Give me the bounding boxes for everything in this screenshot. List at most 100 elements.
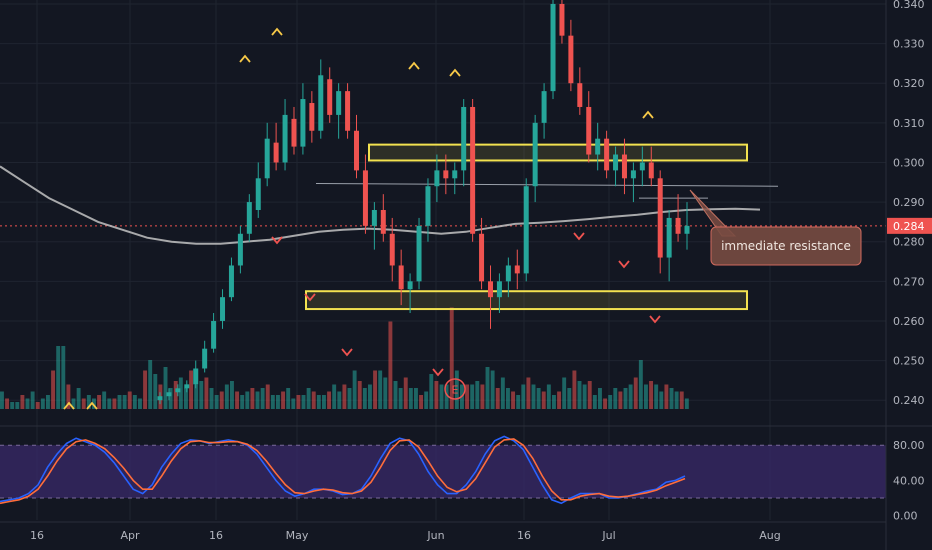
volume-bar <box>316 395 321 409</box>
volume-bar <box>163 367 168 409</box>
candle-body <box>398 265 404 290</box>
candle-body <box>604 138 610 171</box>
candle-body <box>505 265 511 282</box>
volume-bar <box>250 388 255 409</box>
volume-bar <box>664 384 669 409</box>
candle-body <box>479 233 485 282</box>
candle-body <box>255 178 261 210</box>
volume-bar <box>628 384 633 409</box>
y-tick-label: 0.250 <box>893 355 925 368</box>
candle-body <box>666 217 672 258</box>
candle-body <box>407 281 413 290</box>
candle-body <box>514 265 520 274</box>
candle-body <box>273 142 279 163</box>
volume-bar <box>357 381 362 409</box>
volume-bar <box>30 391 35 409</box>
volume-bar <box>684 398 689 409</box>
candle-body <box>434 170 440 187</box>
callout-box <box>710 226 862 266</box>
volume-bar <box>603 398 608 409</box>
candle-body <box>621 154 627 179</box>
candle-body <box>639 162 645 171</box>
candle-body <box>648 162 654 179</box>
volume-bar <box>296 395 301 409</box>
volume-bar <box>189 370 194 409</box>
volume-bar <box>86 395 91 409</box>
candle-body <box>193 368 199 385</box>
grid <box>0 0 886 520</box>
volume-bar <box>613 388 618 409</box>
volume-bar <box>618 391 623 409</box>
volume-bar <box>5 398 10 409</box>
volume-bar <box>337 391 342 409</box>
volume-bar <box>434 381 439 409</box>
candle-body <box>291 118 297 147</box>
volume-bar <box>122 395 127 409</box>
volume-bar <box>485 367 490 409</box>
volume-bar <box>25 398 30 409</box>
volume-bar <box>480 384 485 409</box>
volume-bar <box>521 384 526 409</box>
candle-body <box>157 396 163 401</box>
volume-bar <box>516 395 521 409</box>
volume-bar <box>35 402 40 409</box>
volume-bar <box>536 388 541 409</box>
volume-bar <box>132 395 137 409</box>
candle-body <box>470 106 476 234</box>
volume-bar <box>638 360 643 409</box>
volume-bar <box>567 388 572 409</box>
x-tick-label: May <box>286 529 309 542</box>
candle-body <box>425 186 431 226</box>
volume-bar <box>531 384 536 409</box>
volume-bar <box>168 388 173 409</box>
candle-body <box>184 384 190 389</box>
volume-bar <box>511 391 516 409</box>
volume-bar <box>311 391 316 409</box>
y-tick-label: 0.240 <box>893 394 925 407</box>
volume-bar <box>235 391 240 409</box>
volume-bar <box>332 384 337 409</box>
volume-bar <box>173 381 178 409</box>
stochastic-panel <box>0 425 932 505</box>
volume-bar <box>644 384 648 409</box>
volume-bar <box>470 384 475 409</box>
volume-bar <box>10 402 15 409</box>
volume-bar <box>178 377 183 409</box>
volume-bar <box>674 391 679 409</box>
volume-bar <box>347 388 352 409</box>
x-tick-label: 16 <box>209 529 223 542</box>
candle-body <box>371 210 377 226</box>
volume-bar <box>46 395 50 409</box>
volume-bar <box>224 384 229 409</box>
annotation: immediate resistance <box>689 189 862 266</box>
volume-bar <box>572 370 577 409</box>
candle-body <box>228 265 234 298</box>
pivot-high-marker <box>271 27 283 36</box>
osc-y-tick-label: 0.00 <box>893 510 918 523</box>
volume-bar <box>127 391 132 409</box>
volume-bar <box>541 391 546 409</box>
volume-bar <box>552 395 556 409</box>
volume-bar <box>383 377 388 409</box>
pivot-low-marker <box>618 260 630 269</box>
volume-bar <box>608 395 613 409</box>
volume-bar <box>184 388 188 409</box>
candle-body <box>586 106 592 155</box>
volume-bar <box>76 388 81 409</box>
moving-average <box>0 165 761 245</box>
volume-bar <box>403 377 408 409</box>
volume-bar <box>20 395 25 409</box>
volume-bar <box>408 388 413 409</box>
volume-bar <box>557 391 562 409</box>
support-zone <box>305 290 748 311</box>
candle-body <box>327 79 333 115</box>
volume-bar <box>143 370 148 409</box>
candle-body <box>237 233 243 266</box>
candle-body <box>220 297 226 321</box>
volume-bar <box>81 398 86 409</box>
volume-bar <box>245 391 250 409</box>
volume-bar <box>598 388 602 409</box>
candle-body <box>211 320 217 349</box>
candle-body <box>345 91 351 131</box>
